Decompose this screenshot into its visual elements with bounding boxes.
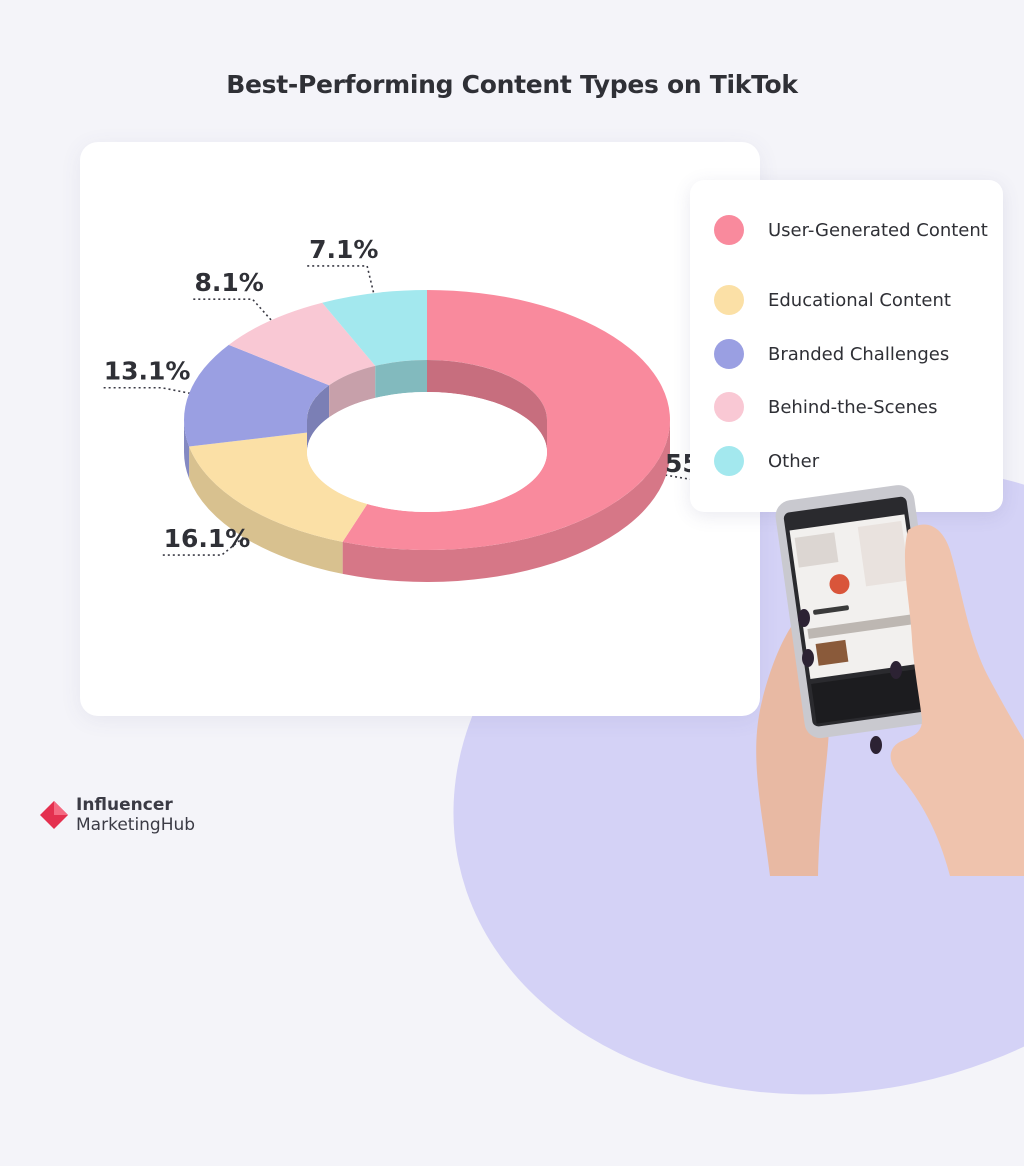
chart-card: 55.7%16.1%13.1%8.1%7.1% <box>80 142 760 716</box>
legend-label: Behind-the-Scenes <box>768 396 938 418</box>
data-label-4: 7.1% <box>309 235 378 264</box>
slice-wall-0 <box>342 420 670 582</box>
legend-label: Educational Content <box>768 289 951 311</box>
legend-label: Branded Challenges <box>768 343 950 365</box>
legend-item-branded-challenges: Branded Challenges <box>714 339 998 369</box>
phone-in-hands-illustration <box>756 485 1024 876</box>
leader-line-3 <box>192 298 275 325</box>
legend-swatch <box>714 215 744 245</box>
slice-4 <box>322 290 427 366</box>
slice-wall-1 <box>189 446 343 574</box>
data-label-3: 8.1% <box>194 268 263 297</box>
legend-swatch <box>714 392 744 422</box>
slice-hole-wall-2 <box>307 385 330 452</box>
slice-hole-wall-4 <box>375 360 427 398</box>
slice-2 <box>184 344 330 447</box>
logo-text-line2: MarketingHub <box>76 815 196 835</box>
data-label-1: 16.1% <box>164 524 251 553</box>
legend-item-behind-the-scenes: Behind-the-Scenes <box>714 392 998 422</box>
leader-line-2 <box>101 386 196 396</box>
logo-text-line1: Influencer <box>76 795 173 815</box>
legend-item-user-generated-content: User-Generated Content <box>714 215 998 245</box>
legend-item-educational-content: Educational Content <box>714 285 998 315</box>
slice-wall-2 <box>184 420 190 479</box>
legend-swatch <box>714 339 744 369</box>
legend-item-other: Other <box>714 446 998 476</box>
donut-chart: 55.7%16.1%13.1%8.1%7.1% <box>101 235 754 582</box>
legend: User-Generated Content Educational Conte… <box>690 180 1003 512</box>
legend-swatch <box>714 446 744 476</box>
data-label-2: 13.1% <box>104 357 191 386</box>
leader-line-1 <box>161 533 248 556</box>
hole-bottom <box>307 392 547 512</box>
slice-3 <box>228 302 376 386</box>
slice-hole-wall-3 <box>329 365 376 418</box>
legend-swatch <box>714 285 744 315</box>
legend-label: Other <box>768 450 820 472</box>
slice-hole-wall-0 <box>427 360 547 452</box>
chart-title: Best-Performing Content Types on TikTok <box>226 70 798 99</box>
leader-line-4 <box>307 265 376 298</box>
legend-label: User-Generated Content <box>768 219 988 241</box>
logo-mark-icon <box>40 801 68 829</box>
leader-line-0 <box>660 473 754 481</box>
influencer-marketing-hub-logo: Influencer MarketingHub <box>36 795 195 835</box>
